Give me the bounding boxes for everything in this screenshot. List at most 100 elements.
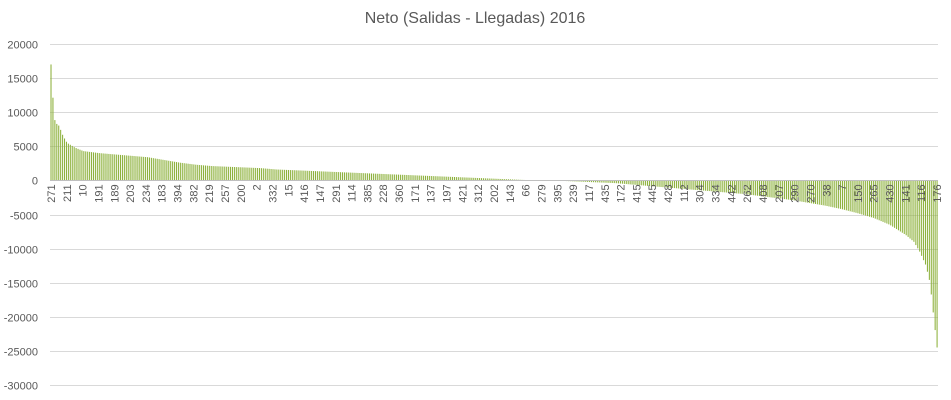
x-tick-label: 207 bbox=[774, 184, 786, 202]
bar bbox=[52, 97, 54, 181]
bar bbox=[199, 165, 201, 181]
bar bbox=[175, 162, 178, 181]
bar bbox=[370, 173, 372, 181]
bar bbox=[589, 180, 591, 183]
bar bbox=[125, 155, 127, 181]
bar bbox=[513, 179, 515, 181]
bar bbox=[204, 165, 206, 181]
bar bbox=[100, 153, 102, 181]
bar bbox=[135, 156, 137, 181]
bar bbox=[322, 171, 324, 181]
x-tick-label: 189 bbox=[109, 184, 121, 202]
bar bbox=[828, 180, 830, 207]
bar bbox=[926, 180, 928, 272]
bar bbox=[666, 180, 668, 188]
bar bbox=[83, 151, 85, 181]
bar bbox=[394, 174, 396, 181]
bar bbox=[299, 170, 301, 181]
x-tick-label: 141 bbox=[900, 184, 912, 202]
bar bbox=[444, 176, 446, 181]
bar bbox=[894, 180, 896, 228]
bar bbox=[859, 180, 861, 214]
bar bbox=[415, 175, 417, 181]
bar bbox=[498, 178, 500, 181]
bar bbox=[619, 180, 622, 184]
bar bbox=[214, 166, 216, 181]
x-tick-label: 262 bbox=[742, 184, 754, 202]
bar bbox=[648, 180, 650, 186]
bar bbox=[712, 180, 714, 192]
bar bbox=[208, 165, 210, 181]
bar bbox=[423, 175, 425, 181]
bar bbox=[650, 180, 652, 187]
bar bbox=[840, 180, 842, 209]
bar bbox=[832, 180, 834, 208]
bar bbox=[826, 180, 828, 207]
x-tick-label: 394 bbox=[173, 184, 185, 202]
y-tick-label: -10000 bbox=[4, 245, 38, 257]
bar bbox=[94, 152, 96, 181]
bar bbox=[75, 148, 77, 181]
bar bbox=[289, 170, 291, 181]
bar bbox=[141, 156, 143, 181]
bar bbox=[780, 180, 782, 199]
bar bbox=[202, 165, 205, 181]
bar bbox=[91, 152, 93, 181]
bar bbox=[152, 158, 154, 181]
bar bbox=[189, 163, 191, 181]
bar bbox=[807, 180, 809, 203]
bar bbox=[249, 167, 251, 181]
bar bbox=[768, 180, 770, 198]
bar bbox=[851, 180, 853, 212]
bar bbox=[753, 180, 755, 196]
bar bbox=[369, 173, 371, 181]
bar bbox=[419, 175, 421, 181]
bar bbox=[336, 172, 338, 181]
bar bbox=[710, 180, 712, 192]
bar bbox=[67, 143, 69, 181]
x-tick-label: 234 bbox=[141, 184, 153, 202]
x-tick-label: 147 bbox=[315, 184, 327, 202]
x-tick-label: 360 bbox=[394, 184, 406, 202]
bar bbox=[224, 166, 226, 181]
x-tick-label: 114 bbox=[347, 184, 359, 202]
bar bbox=[708, 180, 710, 192]
bar bbox=[291, 170, 293, 181]
bar bbox=[674, 180, 676, 189]
bar bbox=[108, 153, 110, 181]
bar bbox=[618, 180, 620, 184]
bar bbox=[585, 180, 587, 182]
bar bbox=[183, 163, 185, 181]
bar bbox=[608, 180, 610, 183]
bar bbox=[849, 180, 851, 212]
y-axis: 20000 15000 10000 5000 0 -5000 -10000 -15000 -20… bbox=[4, 40, 38, 393]
bar bbox=[801, 180, 803, 202]
bar bbox=[463, 177, 465, 181]
bar bbox=[428, 175, 430, 181]
bar bbox=[388, 174, 390, 181]
bar bbox=[683, 180, 685, 189]
bar bbox=[822, 180, 824, 206]
bar bbox=[262, 168, 264, 181]
bar bbox=[592, 180, 594, 183]
bar bbox=[297, 170, 299, 181]
bar bbox=[218, 166, 220, 181]
bar bbox=[693, 180, 695, 190]
bar bbox=[907, 180, 909, 237]
bar bbox=[181, 162, 183, 181]
bar bbox=[500, 178, 502, 181]
bar bbox=[691, 180, 693, 190]
bar bbox=[411, 175, 413, 181]
x-tick-label: 150 bbox=[853, 184, 865, 202]
bar bbox=[728, 180, 730, 193]
bar bbox=[92, 152, 95, 181]
bar bbox=[701, 180, 703, 191]
x-tick-label: 219 bbox=[204, 184, 216, 202]
bar bbox=[461, 177, 463, 181]
bar bbox=[482, 178, 484, 181]
bar bbox=[469, 177, 471, 181]
bar bbox=[508, 179, 510, 181]
x-tick-label: 421 bbox=[457, 184, 469, 202]
bar bbox=[872, 180, 874, 218]
bar bbox=[843, 180, 845, 210]
